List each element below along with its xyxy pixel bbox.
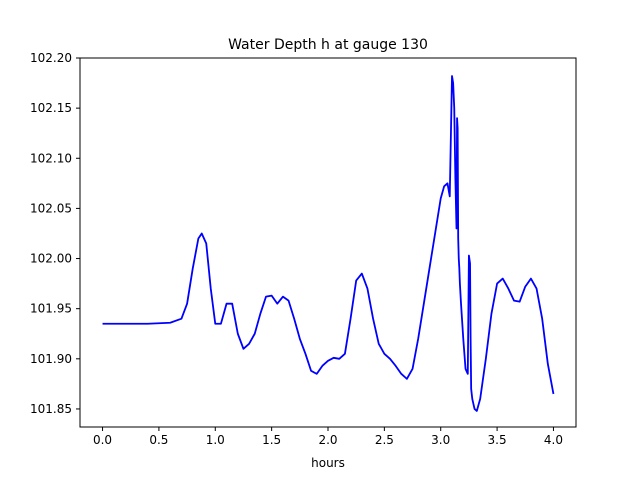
- x-tick-label: 0.5: [149, 433, 168, 447]
- y-tick-label: 102.05: [30, 201, 72, 215]
- x-tick-label: 2.0: [318, 433, 337, 447]
- x-axis: 0.0 0.5 1.0 1.5 2.0 2.5 3.0 3.5 4.0: [93, 427, 563, 447]
- y-tick-label: 102.10: [30, 151, 72, 165]
- y-tick-label: 101.95: [30, 302, 72, 316]
- chart-title: Water Depth h at gauge 130: [228, 37, 428, 53]
- plot-area: [102, 75, 555, 412]
- x-axis-label: hours: [311, 456, 345, 470]
- y-axis: 101.85 101.90 101.95 102.00 102.05 102.10 102.…: [30, 51, 80, 416]
- x-tick-label: 3.5: [488, 433, 507, 447]
- x-tick-label: 1.0: [206, 433, 225, 447]
- series-line-0: [102, 75, 555, 412]
- x-tick-label: 2.5: [375, 433, 394, 447]
- x-tick-label: 0.0: [93, 433, 112, 447]
- x-tick-label: 4.0: [544, 433, 563, 447]
- y-tick-label: 102.20: [30, 51, 72, 65]
- y-tick-label: 101.90: [30, 352, 72, 366]
- y-tick-label: 102.15: [30, 101, 72, 115]
- y-tick-label: 101.85: [30, 402, 72, 416]
- x-tick-label: 1.5: [262, 433, 281, 447]
- y-tick-label: 102.00: [30, 252, 72, 266]
- x-tick-label: 3.0: [431, 433, 450, 447]
